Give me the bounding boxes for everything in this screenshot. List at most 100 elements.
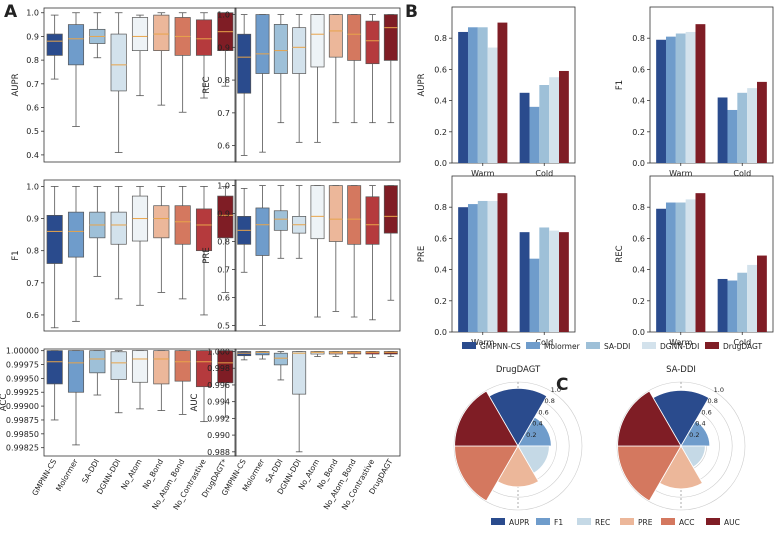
bar-molormer-warm — [467, 204, 478, 332]
box-iqr — [255, 14, 270, 74]
polar-wedge-aupr — [652, 389, 710, 447]
box-molormer — [67, 12, 85, 127]
legend-label: AUC — [724, 518, 740, 527]
box-no_atom — [310, 14, 325, 143]
box-molormer — [255, 351, 270, 360]
box-iqr — [310, 185, 325, 240]
plot-frame — [43, 348, 237, 457]
bar-sa-ddi-warm — [477, 200, 488, 332]
bar-sa-ddi-warm — [477, 27, 488, 164]
box-drugdagt — [217, 12, 234, 87]
y-tick-label: 1.000 — [207, 348, 230, 357]
x-tick-label: Cold — [733, 338, 751, 347]
bar-gmpnn-cs-warm — [656, 39, 666, 164]
box-no_bond — [328, 14, 343, 124]
legend-swatch-rec — [577, 518, 591, 525]
box-sa-ddi — [89, 186, 106, 277]
box-iqr — [292, 27, 307, 74]
legend-b: GMPNN-CS Molormer SA-DDI DGNN-DDI DrugDAGT — [462, 342, 763, 351]
y-axis-label: REC — [615, 245, 625, 262]
box-iqr — [46, 33, 63, 56]
y-tick-label: 0.99950 — [6, 374, 39, 383]
box-iqr — [383, 14, 398, 61]
box-sa-ddi — [273, 14, 288, 124]
y-tick-label: 0.0 — [434, 159, 447, 168]
box-iqr — [310, 14, 325, 68]
boxplot-a-auc: 0.9880.9900.9920.9940.9960.9981.000AUCGM… — [190, 348, 401, 511]
box-drugdagt — [383, 14, 398, 124]
bar-dgnn-ddi-cold — [747, 264, 758, 332]
x-tick-label: GMPNN-CS — [30, 457, 58, 497]
box-iqr — [153, 350, 170, 385]
bar-dgnn-ddi-warm — [487, 200, 498, 332]
box-molormer — [67, 350, 85, 446]
box-dgnn-ddi — [110, 186, 127, 300]
legend-label: PRE — [638, 518, 653, 527]
y-tick-label: 1.00000 — [6, 347, 39, 356]
x-tick-label: Cold — [535, 338, 553, 347]
y-tick-label: 1.0 — [217, 11, 230, 20]
y-tick-label: 0.0 — [632, 159, 645, 168]
box-iqr — [46, 350, 63, 385]
y-tick-label: 0.6 — [434, 234, 447, 243]
y-tick-label: 1.0 — [217, 182, 230, 191]
box-sa-ddi — [89, 350, 106, 396]
y-axis-label: F1 — [11, 250, 21, 260]
legend-label: F1 — [554, 518, 563, 527]
legend-label: Molormer — [544, 342, 581, 351]
plot-frame — [649, 6, 774, 164]
box-iqr — [153, 205, 170, 239]
legend-label: DrugDAGT — [723, 342, 763, 351]
box-no_atom_bond — [174, 186, 191, 300]
y-tick-label: 0.9 — [26, 32, 39, 41]
box-iqr — [273, 210, 288, 231]
box-iqr — [217, 195, 234, 239]
box-iqr — [110, 211, 127, 245]
y-axis-label: ACC — [0, 394, 9, 412]
y-tick-label: 0.4 — [434, 97, 447, 106]
legend-label: GMPNN-CS — [480, 342, 521, 351]
y-axis-label: F1 — [615, 80, 625, 90]
polar-wedge-pre — [659, 445, 703, 490]
box-iqr — [273, 352, 288, 366]
x-tick-label: Warm — [669, 169, 692, 178]
box-no_bond — [153, 350, 170, 411]
plot-frame — [451, 6, 576, 164]
box-no_contrastive — [365, 185, 380, 321]
box-gmpnn-cs — [46, 350, 63, 421]
legend-label: AUPR — [509, 518, 529, 527]
box-sa-ddi — [273, 185, 288, 259]
y-tick-label: 0.99825 — [6, 444, 39, 453]
barchart-b-rec: 0.0 0.2 0.4 0.6 0.8 REC Warm Cold — [615, 175, 774, 347]
legend-label: DGNN-DDI — [660, 342, 699, 351]
plot-frame — [234, 7, 401, 163]
y-tick-label: 0.990 — [207, 431, 230, 440]
y-tick-label: 0.8 — [632, 203, 645, 212]
box-no_atom — [131, 350, 149, 410]
barchart-b-aupr: 0.0 0.2 0.4 0.6 0.8 AUPR Warm Cold — [417, 6, 576, 178]
bar-molormer-warm — [665, 36, 676, 163]
bar-drugdagt-warm — [497, 22, 508, 163]
polar-r-tick-label: 0.6 — [701, 408, 711, 416]
box-no_atom — [131, 14, 149, 97]
box-dgnn-ddi — [292, 351, 307, 453]
bar-drugdagt-warm — [695, 193, 706, 332]
bar-sa-ddi-warm — [675, 33, 686, 163]
y-tick-label: 0.4 — [26, 151, 39, 160]
polar-r-tick-label: 0.8 — [708, 397, 718, 405]
y-tick-label: 0.2 — [434, 297, 447, 306]
y-tick-label: 0.99925 — [6, 388, 39, 397]
boxplot-a-pre: 0.5 0.6 0.7 0.8 0.9 1.0 PRE — [202, 179, 401, 332]
y-tick-label: 0.0 — [632, 328, 645, 337]
bar-molormer-cold — [727, 280, 738, 332]
y-tick-label: 0.8 — [434, 203, 447, 212]
polar-wedge-auc — [617, 390, 682, 447]
polar-wedge-f1 — [517, 416, 552, 447]
polar-r-tick-label: 0.4 — [695, 420, 705, 428]
box-iqr — [131, 350, 149, 383]
bar-molormer-cold — [529, 106, 540, 163]
legend-swatch-molormer — [526, 342, 540, 349]
y-tick-label: 1.0 — [26, 182, 39, 191]
y-tick-label: 0.6 — [217, 142, 230, 151]
y-axis-label: AUPR — [417, 73, 427, 96]
